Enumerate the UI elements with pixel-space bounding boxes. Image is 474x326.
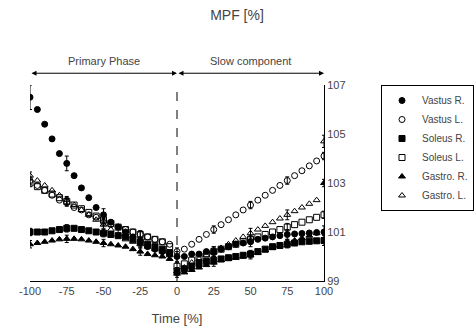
svg-text:Time [%]: Time [%] (152, 311, 203, 326)
svg-text:0: 0 (174, 285, 180, 297)
svg-text:Vastus R.: Vastus R. (422, 95, 465, 106)
svg-text:101: 101 (327, 226, 345, 238)
svg-text:-75: -75 (59, 285, 75, 297)
svg-text:MPF [%]: MPF [%] (210, 7, 264, 23)
svg-text:-50: -50 (96, 285, 112, 297)
svg-text:Soleus L.: Soleus L. (422, 152, 464, 163)
svg-text:-100: -100 (19, 285, 41, 297)
svg-text:Vastus L.: Vastus L. (422, 114, 463, 125)
svg-text:105: 105 (327, 128, 345, 140)
svg-text:Soleus R.: Soleus R. (422, 133, 465, 144)
svg-text:Gastro. R.: Gastro. R. (422, 171, 468, 182)
svg-text:103: 103 (327, 177, 345, 189)
svg-text:Gastro. L.: Gastro. L. (422, 190, 466, 201)
svg-text:-25: -25 (132, 285, 148, 297)
svg-text:Slow component: Slow component (210, 55, 291, 67)
svg-text:75: 75 (281, 285, 293, 297)
svg-text:50: 50 (244, 285, 256, 297)
svg-text:99: 99 (327, 275, 339, 287)
svg-text:107: 107 (327, 79, 345, 91)
svg-text:25: 25 (208, 285, 220, 297)
svg-text:Primary Phase: Primary Phase (68, 55, 140, 67)
svg-text:100: 100 (315, 285, 333, 297)
